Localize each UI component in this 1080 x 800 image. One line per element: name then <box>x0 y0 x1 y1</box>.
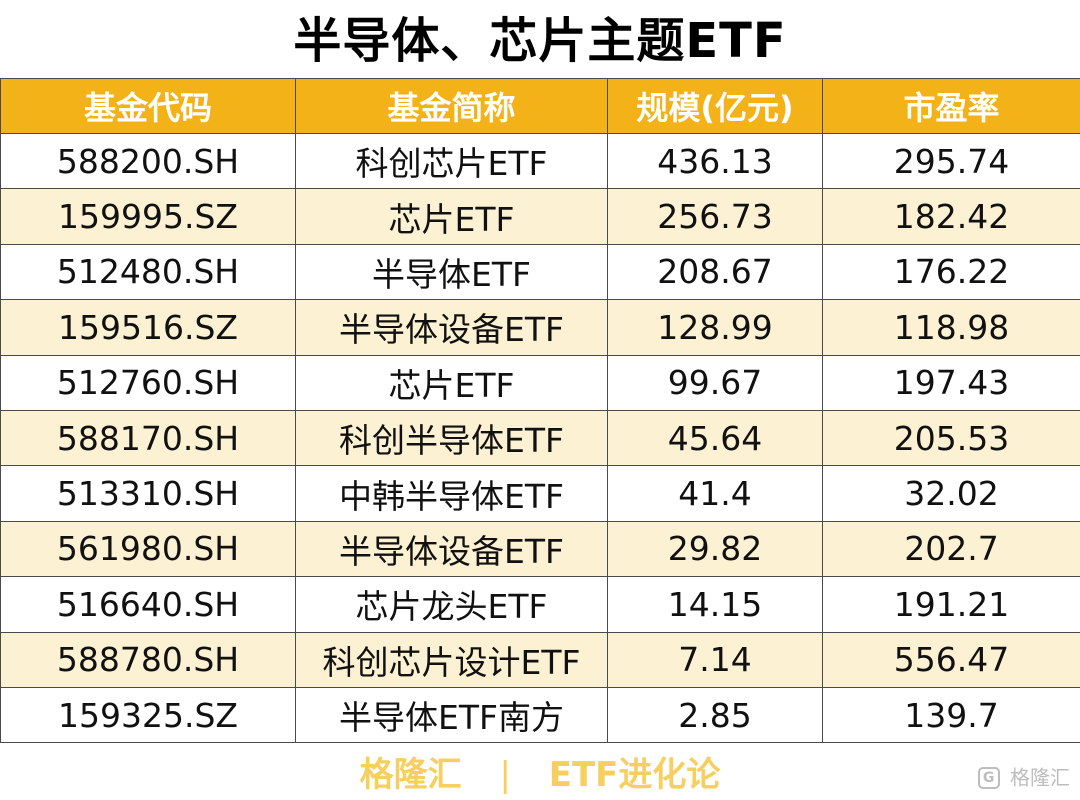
fund-code-cell: 512480.SH <box>1 244 296 299</box>
fund-size-cell: 99.67 <box>608 355 823 410</box>
header-fund-name: 基金简称 <box>296 79 608 134</box>
fund-code-cell: 588200.SH <box>1 134 296 189</box>
header-fund-code: 基金代码 <box>1 79 296 134</box>
fund-name-cell: 半导体ETF <box>296 244 608 299</box>
table-row: 512760.SH 芯片ETF 99.67 197.43 <box>1 355 1080 410</box>
fund-code-cell: 159325.SZ <box>1 687 296 742</box>
fund-name-cell: 科创芯片ETF <box>296 134 608 189</box>
pe-ratio-cell: 202.7 <box>823 521 1080 576</box>
table-row: 588780.SH 科创芯片设计ETF 7.14 556.47 <box>1 632 1080 687</box>
fund-code-cell: 588170.SH <box>1 410 296 465</box>
pe-ratio-cell: 205.53 <box>823 410 1080 465</box>
fund-name-cell: 芯片龙头ETF <box>296 577 608 632</box>
header-row: 基金代码 基金简称 规模(亿元) 市盈率 <box>1 79 1080 134</box>
gelonghui-logo-icon: G <box>978 767 1000 789</box>
pe-ratio-cell: 176.22 <box>823 244 1080 299</box>
fund-size-cell: 2.85 <box>608 687 823 742</box>
header-fund-size: 规模(亿元) <box>608 79 823 134</box>
header-pe-ratio: 市盈率 <box>823 79 1080 134</box>
pe-ratio-cell: 556.47 <box>823 632 1080 687</box>
fund-code-cell: 588780.SH <box>1 632 296 687</box>
table-row: 512480.SH 半导体ETF 208.67 176.22 <box>1 244 1080 299</box>
fund-name-cell: 半导体ETF南方 <box>296 687 608 742</box>
fund-size-cell: 436.13 <box>608 134 823 189</box>
table-row: 588200.SH 科创芯片ETF 436.13 295.74 <box>1 134 1080 189</box>
fund-name-cell: 芯片ETF <box>296 189 608 244</box>
pe-ratio-cell: 32.02 <box>823 466 1080 521</box>
table-row: 561980.SH 半导体设备ETF 29.82 202.7 <box>1 521 1080 576</box>
pe-ratio-cell: 118.98 <box>823 300 1080 355</box>
fund-size-cell: 7.14 <box>608 632 823 687</box>
footer-separator: | <box>499 750 510 800</box>
fund-code-cell: 159995.SZ <box>1 189 296 244</box>
fund-size-cell: 14.15 <box>608 577 823 632</box>
page-title: 半导体、芯片主题ETF <box>0 6 1080 76</box>
table-row: 159516.SZ 半导体设备ETF 128.99 118.98 <box>1 300 1080 355</box>
fund-name-cell: 半导体设备ETF <box>296 521 608 576</box>
footer-caption: 格隆汇 | ETF进化论 <box>0 748 1080 798</box>
table-row: 513310.SH 中韩半导体ETF 41.4 32.02 <box>1 466 1080 521</box>
pe-ratio-cell: 139.7 <box>823 687 1080 742</box>
fund-size-cell: 128.99 <box>608 300 823 355</box>
fund-size-cell: 208.67 <box>608 244 823 299</box>
table-row: 159325.SZ 半导体ETF南方 2.85 139.7 <box>1 687 1080 742</box>
table-body: 588200.SH 科创芯片ETF 436.13 295.74 159995.S… <box>1 134 1080 743</box>
fund-size-cell: 256.73 <box>608 189 823 244</box>
fund-code-cell: 159516.SZ <box>1 300 296 355</box>
fund-code-cell: 512760.SH <box>1 355 296 410</box>
fund-code-cell: 516640.SH <box>1 577 296 632</box>
fund-name-cell: 芯片ETF <box>296 355 608 410</box>
fund-name-cell: 科创半导体ETF <box>296 410 608 465</box>
footer-column-name: ETF进化论 <box>549 750 721 800</box>
table-header: 基金代码 基金简称 规模(亿元) 市盈率 <box>1 79 1080 134</box>
fund-size-cell: 29.82 <box>608 521 823 576</box>
etf-table: 基金代码 基金简称 规模(亿元) 市盈率 588200.SH 科创芯片ETF 4… <box>0 78 1080 743</box>
pe-ratio-cell: 295.74 <box>823 134 1080 189</box>
fund-size-cell: 45.64 <box>608 410 823 465</box>
pe-ratio-cell: 182.42 <box>823 189 1080 244</box>
watermark: G 格隆汇 <box>978 762 1070 790</box>
fund-code-cell: 561980.SH <box>1 521 296 576</box>
fund-size-cell: 41.4 <box>608 466 823 521</box>
fund-name-cell: 半导体设备ETF <box>296 300 608 355</box>
table-row: 588170.SH 科创半导体ETF 45.64 205.53 <box>1 410 1080 465</box>
watermark-text: 格隆汇 <box>1010 766 1070 790</box>
pe-ratio-cell: 191.21 <box>823 577 1080 632</box>
fund-name-cell: 科创芯片设计ETF <box>296 632 608 687</box>
pe-ratio-cell: 197.43 <box>823 355 1080 410</box>
footer-brand: 格隆汇 <box>360 750 462 800</box>
fund-code-cell: 513310.SH <box>1 466 296 521</box>
table-row: 159995.SZ 芯片ETF 256.73 182.42 <box>1 189 1080 244</box>
table-row: 516640.SH 芯片龙头ETF 14.15 191.21 <box>1 577 1080 632</box>
fund-name-cell: 中韩半导体ETF <box>296 466 608 521</box>
